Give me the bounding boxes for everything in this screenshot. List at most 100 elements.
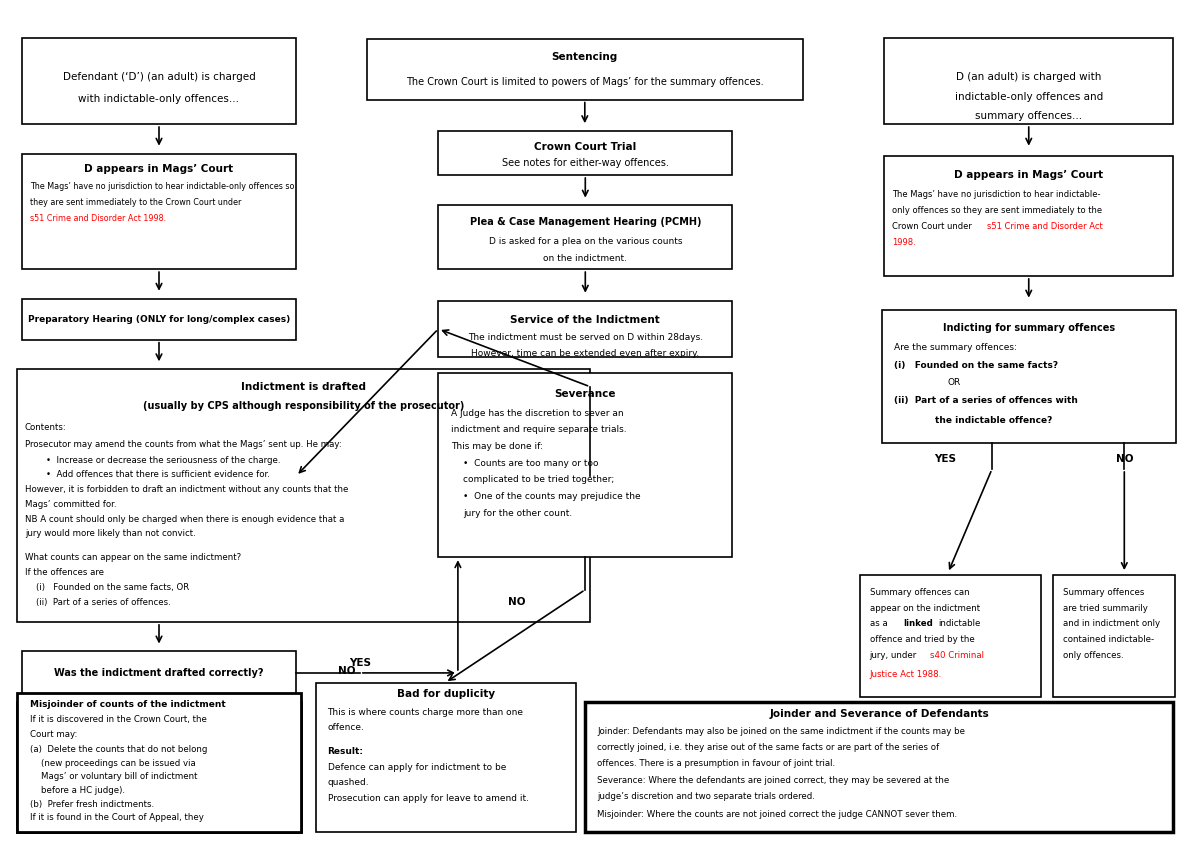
Text: before a HC judge).: before a HC judge). [41, 786, 126, 795]
Text: The Crown Court is limited to powers of Mags’ for the summary offences.: The Crown Court is limited to powers of … [406, 77, 763, 87]
Bar [22, 298, 296, 340]
Text: s51 Crime and Disorder Act 1998.: s51 Crime and Disorder Act 1998. [30, 214, 166, 223]
Text: NO: NO [508, 597, 526, 607]
Text: Court may:: Court may: [30, 742, 77, 751]
Text: as a: as a [870, 619, 890, 628]
Bar [22, 38, 296, 124]
Text: This is where counts charge more than one: This is where counts charge more than on… [328, 707, 523, 717]
Text: summary offences...: summary offences... [976, 111, 1082, 121]
Bar [884, 157, 1174, 276]
Text: Sentencing: Sentencing [552, 53, 618, 63]
Bar [17, 369, 590, 622]
Text: appear on the indictment: appear on the indictment [870, 604, 979, 613]
Text: judge’s discretion and two separate trials ordered.: judge’s discretion and two separate tria… [598, 792, 815, 801]
Text: Mags’ or voluntary bill of indictment: Mags’ or voluntary bill of indictment [41, 784, 198, 793]
Text: Contents:: Contents: [25, 423, 66, 432]
Text: jury would more likely than not convict.: jury would more likely than not convict. [25, 529, 196, 538]
Text: with indictable-only offences...: with indictable-only offences... [78, 93, 240, 103]
Text: Misjoinder of counts of the indictment: Misjoinder of counts of the indictment [30, 700, 226, 709]
Text: Mags’ committed for.: Mags’ committed for. [25, 499, 116, 509]
Text: (b)  Prefer fresh indictments.: (b) Prefer fresh indictments. [30, 812, 154, 821]
Text: (usually by CPS although responsibility of the prosecutor): (usually by CPS although responsibility … [143, 401, 464, 411]
Text: •  Add offences that there is sufficient evidence for.: • Add offences that there is sufficient … [47, 471, 270, 479]
Text: 1998.: 1998. [892, 238, 916, 248]
Text: Severance: Where the defendants are joined correct, they may be severed at the: Severance: Where the defendants are join… [598, 776, 949, 785]
Text: What counts can appear on the same indictment?: What counts can appear on the same indic… [25, 553, 241, 561]
Text: Summary offences: Summary offences [1062, 588, 1144, 597]
Text: Are the summary offences:: Are the summary offences: [894, 343, 1016, 352]
Text: the indictable offence?: the indictable offence? [935, 416, 1052, 425]
Text: (ii)  Part of a series of offences.: (ii) Part of a series of offences. [36, 598, 172, 607]
Bar [438, 300, 732, 357]
Text: (ii)  Part of a series of offences with: (ii) Part of a series of offences with [894, 396, 1078, 405]
Text: •  Counts are too many or too: • Counts are too many or too [463, 459, 599, 468]
Text: Prosecutor may amend the counts from what the Mags’ sent up. He may:: Prosecutor may amend the counts from wha… [25, 440, 342, 449]
Text: and in indictment only: and in indictment only [1062, 619, 1159, 628]
Text: offences. There is a presumption in favour of joint trial.: offences. There is a presumption in favo… [598, 759, 835, 767]
Text: Indicting for summary offences: Indicting for summary offences [943, 323, 1115, 333]
Text: (b)  Prefer fresh indictments.: (b) Prefer fresh indictments. [30, 800, 154, 809]
Text: (i)   Founded on the same facts?: (i) Founded on the same facts? [894, 360, 1058, 370]
Bar [17, 693, 301, 832]
Text: Defence can apply for indictment to be: Defence can apply for indictment to be [328, 762, 506, 772]
Bar [438, 205, 732, 269]
Text: D appears in Mags’ Court: D appears in Mags’ Court [954, 170, 1103, 180]
Bar [17, 702, 301, 832]
Bar [438, 373, 732, 557]
Text: indictable: indictable [938, 619, 980, 628]
Text: OR: OR [948, 378, 961, 388]
Text: linked: linked [902, 619, 932, 628]
Text: NB A count should only be charged when there is enough evidence that a: NB A count should only be charged when t… [25, 515, 344, 523]
Text: Preparatory Hearing (ONLY for long/complex cases): Preparatory Hearing (ONLY for long/compl… [28, 315, 290, 324]
Text: •  Increase or decrease the seriousness of the charge.: • Increase or decrease the seriousness o… [47, 455, 281, 465]
Text: are tried summarily: are tried summarily [1062, 604, 1147, 613]
Text: indictment and require separate trials.: indictment and require separate trials. [451, 426, 626, 434]
Text: If the offences are: If the offences are [25, 568, 103, 577]
Bar [17, 702, 301, 832]
Text: Joinder: Defendants may also be joined on the same indictment if the counts may : Joinder: Defendants may also be joined o… [598, 728, 965, 736]
Text: The Mags’ have no jurisdiction to hear indictable-only offences so: The Mags’ have no jurisdiction to hear i… [30, 182, 294, 192]
Text: complicated to be tried together;: complicated to be tried together; [463, 476, 614, 484]
Bar [367, 39, 803, 99]
Text: Result:: Result: [328, 747, 364, 756]
Text: The indictment must be served on D within 28days.: The indictment must be served on D withi… [468, 333, 703, 343]
Text: Was the indictment drafted correctly?: Was the indictment drafted correctly? [54, 668, 264, 678]
Bar [882, 310, 1176, 443]
Text: NO: NO [174, 707, 191, 717]
Text: If it is discovered in the Crown Court, the: If it is discovered in the Crown Court, … [30, 716, 206, 724]
Text: Mags’ or voluntary bill of indictment: Mags’ or voluntary bill of indictment [41, 773, 198, 781]
Text: Prosecution can apply for leave to amend it.: Prosecution can apply for leave to amend… [328, 794, 528, 803]
Text: Crown Court under: Crown Court under [892, 221, 974, 231]
Bar [22, 651, 296, 695]
Text: Plea & Case Management Hearing (PCMH): Plea & Case Management Hearing (PCMH) [469, 217, 701, 227]
Text: jury, under: jury, under [870, 650, 919, 660]
Text: NO: NO [1116, 455, 1133, 465]
Text: Summary offences can: Summary offences can [870, 588, 970, 597]
Text: s40 Criminal: s40 Criminal [930, 650, 984, 660]
Text: Severance: Severance [554, 388, 616, 399]
Bar [438, 131, 732, 175]
Text: offence and tried by the: offence and tried by the [870, 635, 974, 644]
Text: The Mags’ have no jurisdiction to hear indictable-: The Mags’ have no jurisdiction to hear i… [892, 190, 1100, 199]
Text: Bad for duplicity: Bad for duplicity [396, 689, 494, 700]
Text: Court may:: Court may: [30, 730, 77, 739]
Text: (new proceedings can be issued via: (new proceedings can be issued via [41, 759, 196, 767]
Text: Justice Act 1988.: Justice Act 1988. [870, 671, 942, 679]
Text: See notes for either-way offences.: See notes for either-way offences. [502, 159, 668, 168]
Text: Misjoinder: Where the counts are not joined correct the judge CANNOT sever them.: Misjoinder: Where the counts are not joi… [598, 810, 958, 818]
Text: NO: NO [338, 666, 356, 676]
Text: If it is found in the Court of Appeal, they: If it is found in the Court of Appeal, t… [30, 813, 204, 823]
Text: indictable-only offences and: indictable-only offences and [955, 92, 1103, 102]
Text: contained indictable-: contained indictable- [1062, 635, 1153, 644]
Text: (a)  Delete the counts that do not belong: (a) Delete the counts that do not belong [30, 745, 208, 754]
Text: This may be done if:: This may be done if: [451, 442, 542, 451]
Bar [884, 38, 1174, 124]
Text: (a)  Delete the counts that do not belong: (a) Delete the counts that do not belong [30, 756, 208, 766]
Text: A judge has the discretion to sever an: A judge has the discretion to sever an [451, 409, 624, 418]
Text: Misjoinder of counts of the indictment: Misjoinder of counts of the indictment [30, 710, 226, 718]
Text: However, it is forbidden to draft an indictment without any counts that the: However, it is forbidden to draft an ind… [25, 485, 348, 494]
Text: on the indictment.: on the indictment. [544, 254, 628, 263]
Text: offence.: offence. [328, 723, 365, 733]
Text: only offences so they are sent immediately to the: only offences so they are sent immediate… [892, 206, 1102, 215]
Bar [1052, 575, 1175, 697]
